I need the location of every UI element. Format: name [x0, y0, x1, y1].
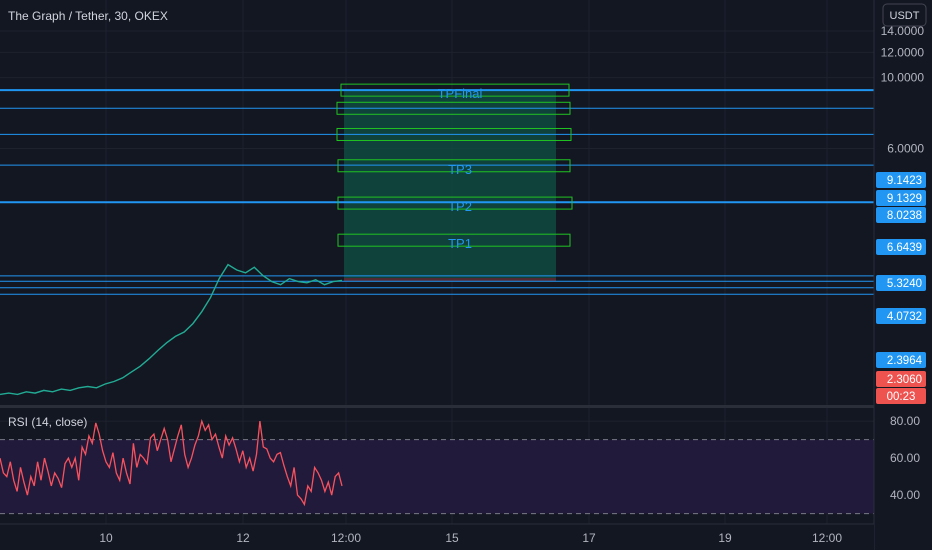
price-label-1 [876, 190, 926, 206]
target-box-2[interactable] [336, 127, 572, 141]
countdown-badge [876, 388, 926, 404]
target-box-1[interactable] [336, 101, 571, 115]
position-zones[interactable] [344, 90, 556, 282]
price-label-text-1: 9.1329 [887, 193, 922, 205]
time-tick-6: 12:00 [812, 531, 842, 545]
target-box-5[interactable] [337, 233, 571, 247]
currency-label: USDT [890, 10, 920, 22]
target-box-3[interactable] [337, 159, 571, 173]
time-axis-bg[interactable] [0, 524, 874, 550]
price-line [0, 263, 343, 396]
target-boxes[interactable]: TPFinal TP3 TP2 TP1 [336, 83, 573, 251]
time-tick-3: 15 [445, 531, 459, 545]
rsi-band-fill [0, 439, 874, 514]
target-label-0: TPFinal [438, 86, 483, 101]
price-label-text-6: 2.3964 [887, 355, 923, 367]
time-axis: 10 12 12:00 15 17 19 12:00 [99, 531, 842, 545]
price-label-6 [876, 352, 926, 368]
time-tick-4: 17 [582, 531, 596, 545]
chart-title: The Graph / Tether, 30, OKEX [8, 9, 168, 23]
horizontal-levels[interactable] [0, 89, 874, 295]
price-tick-3: 6.0000 [887, 142, 924, 156]
price-label-text-2: 8.0238 [887, 210, 922, 222]
price-label-text-7: 2.3060 [887, 374, 922, 386]
price-tick-0: 14.0000 [881, 24, 925, 38]
price-label-7 [876, 371, 926, 387]
price-label-5 [876, 308, 926, 324]
currency-button[interactable] [882, 3, 927, 27]
price-label-text-5: 4.0732 [887, 311, 922, 323]
rsi-label: RSI (14, close) [8, 415, 87, 429]
time-tick-5: 19 [718, 531, 732, 545]
rsi-tick-0: 80.00 [890, 414, 920, 428]
price-label-text-4: 5.3240 [887, 278, 922, 290]
price-tick-2: 10.0000 [881, 71, 925, 85]
pane-separator[interactable] [0, 405, 874, 408]
price-label-3 [876, 239, 926, 255]
price-tick-1: 12.0000 [881, 45, 925, 59]
target-label-4: TP2 [448, 199, 472, 214]
target-label-5: TP1 [448, 236, 472, 251]
target-box-4[interactable] [337, 196, 573, 210]
rsi-line [0, 418, 343, 507]
price-series [0, 263, 343, 396]
price-labels: 9.1423 9.1329 8.0238 6.6439 5.3240 4.0732 2.39… [876, 172, 926, 404]
rsi-series [0, 418, 343, 507]
countdown-text: 00:23 [887, 391, 916, 403]
rsi-tick-2: 40.00 [890, 488, 920, 502]
profit-zone[interactable] [344, 90, 556, 279]
rsi-tick-1: 60.00 [890, 451, 920, 465]
time-tick-0: 10 [99, 531, 113, 545]
price-label-text-0: 9.1423 [887, 175, 922, 187]
loss-zone[interactable] [344, 278, 556, 282]
price-label-4 [876, 275, 926, 291]
price-label-text-3: 6.6439 [887, 242, 922, 254]
rsi-axis: 80.00 60.00 40.00 [890, 414, 920, 502]
target-box-0[interactable] [340, 83, 570, 97]
price-label-0 [876, 172, 926, 188]
time-tick-2: 12:00 [331, 531, 361, 545]
rsi-bands [0, 439, 874, 515]
time-tick-1: 12 [236, 531, 250, 545]
price-label-2 [876, 207, 926, 223]
price-axis: 14.0000 12.0000 10.0000 6.0000 [881, 24, 925, 156]
target-label-3: TP3 [448, 162, 472, 177]
